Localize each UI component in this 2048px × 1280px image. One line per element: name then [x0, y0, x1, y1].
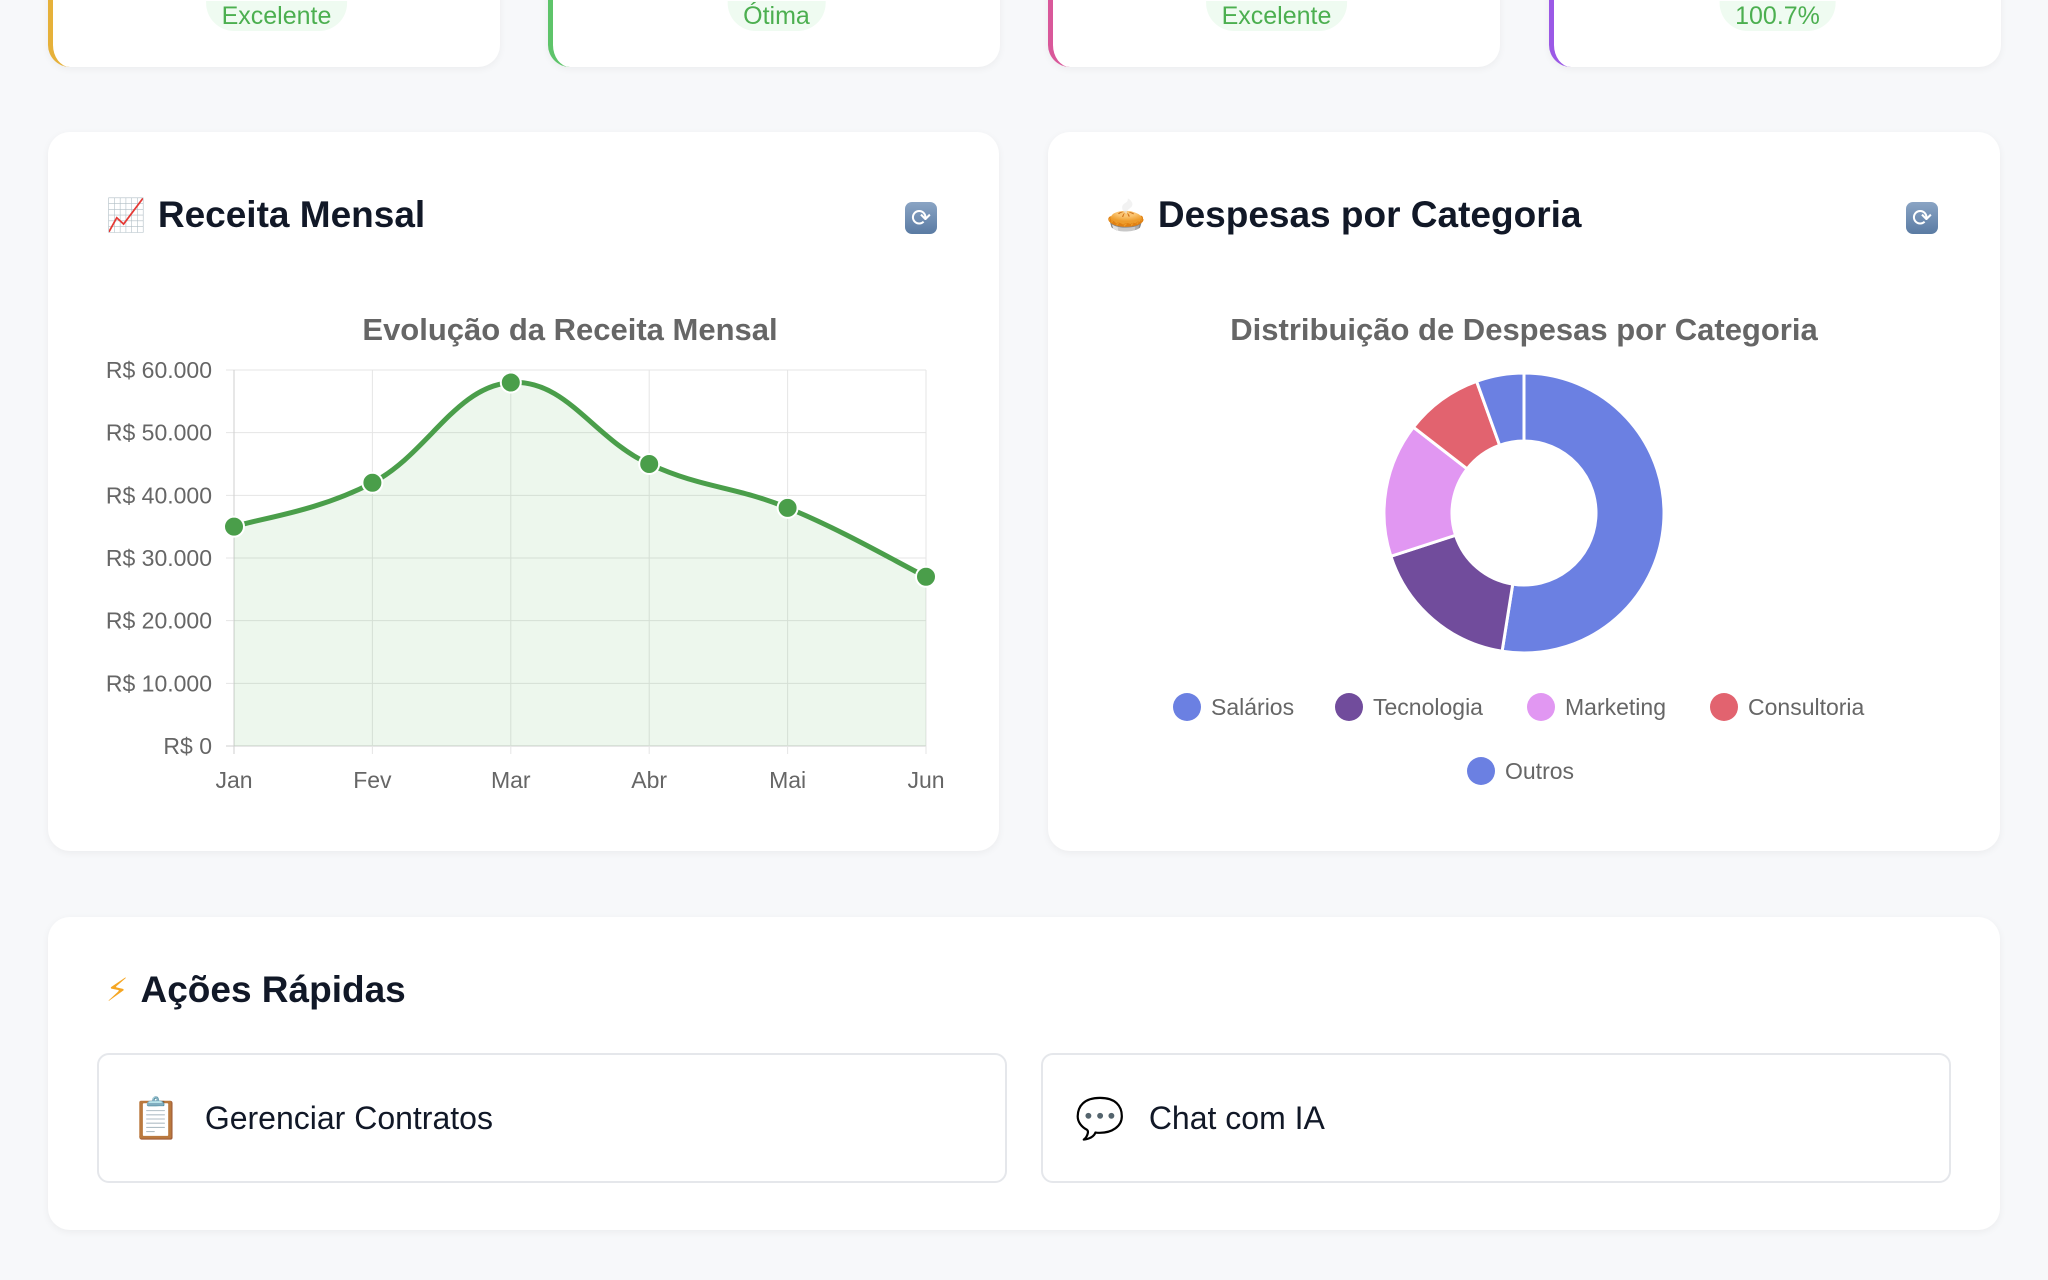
- chart-increasing-icon: 📈: [106, 196, 146, 234]
- speech-bubble-icon: 💬: [1075, 1095, 1125, 1142]
- donut-slice: [1388, 533, 1515, 653]
- legend-label: Tecnologia: [1373, 694, 1483, 720]
- manage-contracts-button[interactable]: 📋 Gerenciar Contratos: [97, 1053, 1007, 1183]
- expenses-title: 🥧 Despesas por Categoria: [1106, 194, 1581, 236]
- revenue-card: 📈 Receita Mensal ⟳ Evolução da Receita Me…: [48, 132, 999, 851]
- chart-title: Evolução da Receita Mensal: [362, 312, 777, 347]
- y-tick-label: R$ 50.000: [106, 420, 212, 446]
- pie-icon: 🥧: [1106, 196, 1146, 234]
- legend-label: Outros: [1505, 758, 1574, 784]
- legend-swatch: [1467, 757, 1495, 785]
- refresh-icon[interactable]: ⟳: [905, 202, 937, 234]
- legend-swatch: [1710, 693, 1738, 721]
- expenses-card: 🥧 Despesas por Categoria ⟳ Distribuição d…: [1048, 132, 2000, 851]
- expenses-title-text: Despesas por Categoria: [1157, 194, 1582, 235]
- stat-card-4: 100.7%: [1549, 0, 2001, 67]
- y-tick-label: R$ 0: [163, 733, 212, 759]
- stat-card-1: Excelente: [48, 0, 500, 67]
- x-tick-label: Mar: [491, 767, 531, 793]
- x-tick-label: Fev: [353, 767, 392, 793]
- quick-actions-title: ⚡ Ações Rápidas: [106, 969, 406, 1011]
- x-tick-label: Jun: [907, 767, 944, 793]
- legend-swatch: [1173, 693, 1201, 721]
- donut-slice: [1474, 371, 1526, 448]
- chat-ai-button[interactable]: 💬 Chat com IA: [1041, 1053, 1951, 1183]
- x-tick-label: Jan: [215, 767, 252, 793]
- data-point: [915, 565, 937, 588]
- area-fill: [234, 382, 926, 746]
- expenses-donut-chart: Distribuição de Despesas por Categoria Sa…: [1173, 312, 1865, 785]
- action-label: Gerenciar Contratos: [204, 1099, 493, 1136]
- data-point: [499, 371, 522, 394]
- y-tick-label: R$ 20.000: [106, 608, 212, 634]
- revenue-line-chart: Evolução da Receita Mensal R$ 0 R$ 10.000 R…: [106, 312, 945, 793]
- y-tick-label: R$ 30.000: [106, 545, 212, 571]
- status-badge: Excelente: [1205, 1, 1348, 31]
- quick-actions-title-text: Ações Rápidas: [140, 969, 406, 1010]
- legend-label: Salários: [1211, 694, 1294, 720]
- y-tick-label: R$ 10.000: [106, 670, 212, 696]
- clipboard-icon: 📋: [131, 1095, 181, 1142]
- legend-label: Consultoria: [1748, 694, 1865, 720]
- data-point: [776, 496, 799, 519]
- data-point: [361, 471, 384, 494]
- refresh-icon[interactable]: ⟳: [1906, 202, 1938, 234]
- status-badge: Ótima: [727, 1, 826, 31]
- stat-card-2: Ótima: [548, 0, 1000, 67]
- y-tick-label: R$ 40.000: [106, 482, 212, 508]
- status-badge: 100.7%: [1719, 1, 1836, 31]
- data-point: [638, 453, 661, 475]
- data-point: [223, 515, 245, 538]
- legend-label: Marketing: [1565, 694, 1666, 720]
- x-tick-label: Mai: [769, 767, 806, 793]
- revenue-title-text: Receita Mensal: [157, 194, 426, 235]
- donut-slice: [1500, 371, 1666, 655]
- x-tick-label: Abr: [631, 767, 667, 793]
- stat-card-3: Excelente: [1048, 0, 1500, 67]
- quick-actions-card: ⚡ Ações Rápidas 📋 Gerenciar Contratos 💬 Cha…: [48, 917, 2000, 1230]
- status-badge: Excelente: [205, 1, 348, 31]
- series-line: [233, 380, 928, 580]
- legend-swatch: [1335, 693, 1363, 721]
- revenue-title: 📈 Receita Mensal: [106, 194, 425, 236]
- legend-swatch: [1527, 693, 1555, 721]
- y-tick-label: R$ 60.000: [106, 357, 212, 383]
- action-label: Chat com IA: [1148, 1099, 1325, 1136]
- chart-title: Distribuição de Despesas por Categoria: [1230, 312, 1818, 347]
- lightning-icon: ⚡: [106, 971, 129, 1009]
